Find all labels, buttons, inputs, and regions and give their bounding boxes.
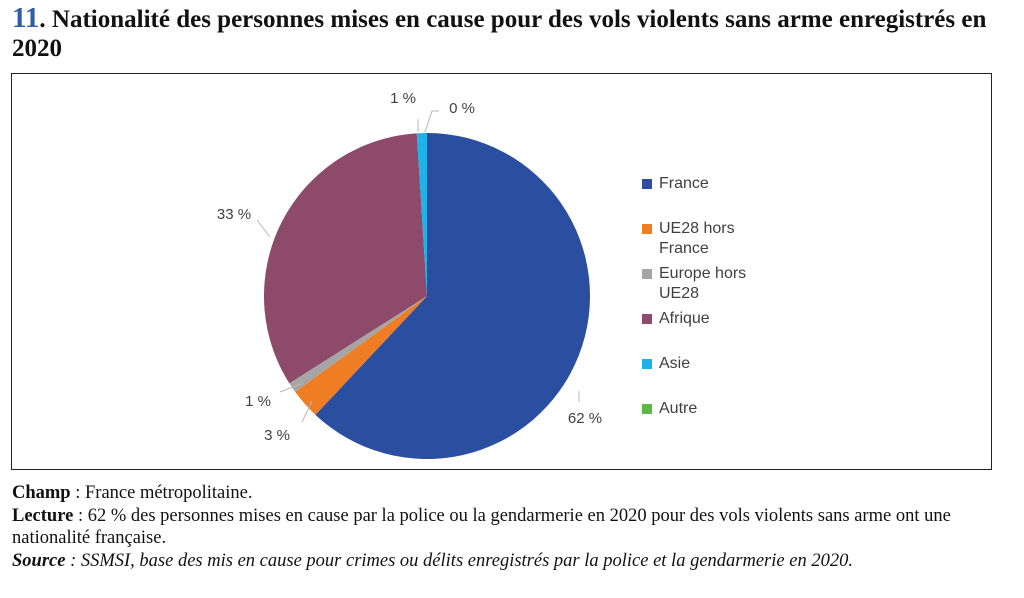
legend-swatch-france (642, 179, 652, 189)
data-label-ue28-hors-france: 3 % (264, 427, 290, 444)
legend-swatch-ue28-hors-france (642, 224, 652, 234)
champ-label: Champ (12, 483, 71, 503)
legend-swatch-europe-hors-ue28 (642, 269, 652, 279)
lecture-text: : 62 % des personnes mises en cause par … (12, 505, 951, 549)
champ-text: : France métropolitaine. (70, 483, 253, 503)
source-label: Source (12, 550, 66, 571)
legend-item-france: France (659, 175, 709, 192)
pie-slice-asie (416, 133, 427, 296)
legend-item-autre: Autre (659, 400, 697, 417)
legend-item-afrique: Afrique (659, 310, 710, 327)
legend-swatch-afrique (642, 314, 652, 324)
legend-swatch-asie (642, 359, 652, 369)
leader-line-autre (424, 110, 439, 133)
data-label-france: 62 % (568, 410, 602, 427)
leader-line-afrique (256, 219, 271, 238)
lecture-label: Lecture (12, 505, 74, 526)
legend-item-ue28-hors-france: UE28 hors France (659, 220, 735, 257)
note-champ: Champ : France métropolitaine. (12, 482, 1012, 505)
figure-title: 11. Nationalité des personnes mises en c… (12, 4, 1012, 63)
data-label-afrique: 33 % (217, 206, 251, 223)
note-lecture: Lecture : 62 % des personnes mises en ca… (12, 505, 1012, 550)
notes: Champ : France métropolitaine. Lecture :… (12, 482, 1012, 572)
legend-item-europe-hors-ue28: Europe hors UE28 (659, 265, 746, 302)
pie-slice-afrique (263, 133, 427, 384)
source-text: : SSMSI, base des mis en cause pour crim… (65, 550, 853, 571)
note-source: Source : SSMSI, base des mis en cause po… (12, 550, 1012, 573)
figure-title-text: . Nationalité des personnes mises en cau… (12, 6, 987, 62)
data-label-autre: 0 % (449, 100, 475, 117)
pie-slice-france (315, 133, 591, 459)
figure-number: 11 (12, 2, 40, 34)
leader-line-europe-hors-ue28 (279, 383, 302, 393)
chart-frame: 62 % 3 % 1 % 33 % 1 % 0 % France UE28 hors Franc… (11, 73, 992, 470)
data-label-europe-hors-ue28: 1 % (245, 393, 271, 410)
pie-chart: 62 % 3 % 1 % 33 % 1 % 0 % France UE28 hors Franc… (217, 90, 746, 459)
pie-slice-ue28-hors-france (295, 296, 427, 415)
data-label-asie: 1 % (390, 90, 416, 107)
legend-item-asie: Asie (659, 355, 690, 372)
legend-swatch-autre (642, 404, 652, 414)
leader-line-ue28-hors-france (301, 400, 313, 423)
pie-slice-europe-hors-ue28 (289, 296, 427, 392)
